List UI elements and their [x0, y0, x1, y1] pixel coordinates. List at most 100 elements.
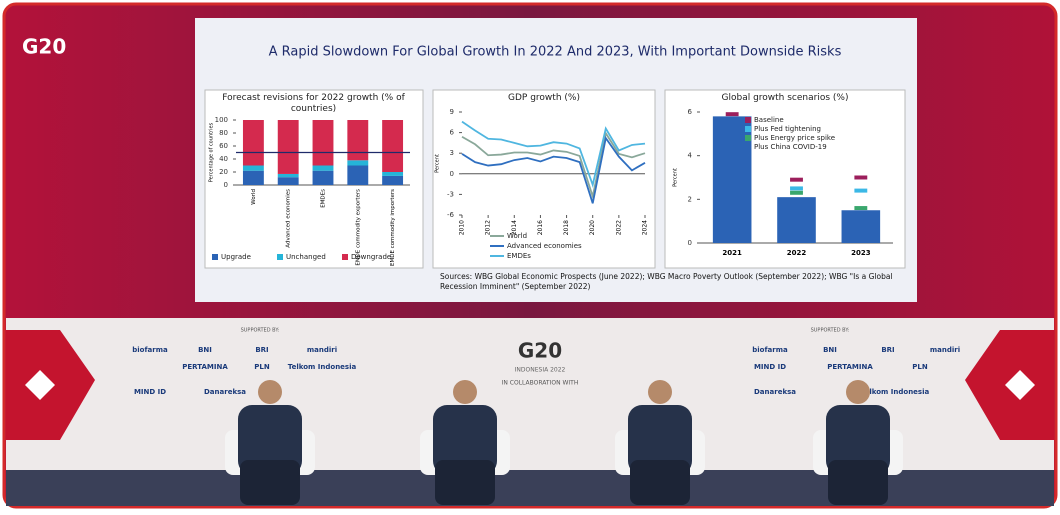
- sponsor-logo: MIND ID: [134, 388, 166, 396]
- center-logo-sub: INDONESIA 2022: [515, 367, 566, 374]
- x-tick-label: 2016: [537, 220, 544, 235]
- scenario-marker: [790, 186, 803, 190]
- title-box: Forecast revisions for 2022 growth (% of…: [211, 93, 416, 119]
- sponsor-logo: MIND ID: [754, 363, 786, 371]
- x-tick-label: EMDEs: [321, 189, 327, 208]
- legend-label: World: [507, 232, 527, 240]
- legend-label: Plus Energy price spike: [754, 134, 835, 142]
- y-tick-label: 40: [219, 155, 228, 163]
- y-tick-label: 3: [450, 149, 454, 157]
- legend-label: Upgrade: [221, 253, 251, 261]
- x-tick-label: 2021: [722, 249, 742, 257]
- scenario-marker: [790, 178, 803, 182]
- chart-title: Forecast revisions for 2022 growth (% of…: [211, 93, 416, 115]
- bar-segment: [243, 120, 264, 166]
- corner-logo: G20: [22, 35, 66, 59]
- y-tick-label: -6: [447, 211, 455, 219]
- legend-swatch: [212, 254, 218, 260]
- title-box: GDP growth (%): [439, 93, 649, 119]
- bar-segment: [278, 120, 299, 174]
- x-tick-label: 2012: [485, 220, 492, 235]
- label: IN COLLABORATION WITH: [502, 380, 579, 387]
- bar-segment: [382, 172, 403, 176]
- bar-segment: [278, 174, 299, 177]
- person-legs: [435, 460, 495, 505]
- y-tick-label: 4: [688, 152, 693, 160]
- y-axis-label: Percent: [673, 168, 679, 187]
- legend-swatch: [745, 144, 751, 150]
- sponsor-logo: PLN: [912, 363, 928, 371]
- sponsor-logo: mandiri: [307, 346, 337, 354]
- x-tick-label: 2018: [563, 220, 570, 235]
- bar-segment: [382, 176, 403, 185]
- sponsor-logo: biofarma: [752, 346, 788, 354]
- legend-label: Plus Fed tightening: [754, 125, 821, 133]
- legend-label: Baseline: [754, 116, 784, 124]
- person-head: [648, 380, 672, 404]
- sponsor-logo: BRI: [881, 346, 894, 354]
- chart-title: GDP growth (%): [439, 93, 649, 104]
- sponsor-logo: biofarma: [132, 346, 168, 354]
- stage: [6, 470, 1054, 506]
- y-tick-label: 0: [450, 170, 454, 178]
- sponsor-logo: BNI: [198, 346, 212, 354]
- scenario-marker: [854, 206, 867, 210]
- y-tick-label: 6: [450, 129, 455, 137]
- sponsor-logo: Telkom Indonesia: [861, 388, 930, 396]
- sources: Sources: WBG Global Economic Prospects (…: [440, 272, 910, 292]
- sponsor-logo: Danareksa: [754, 388, 796, 396]
- x-tick-label: 2022: [787, 249, 807, 257]
- legend-swatch: [277, 254, 283, 260]
- y-axis-label: Percent: [435, 154, 441, 173]
- sponsor-logo: PERTAMINA: [182, 363, 228, 371]
- legend-swatch: [342, 254, 348, 260]
- legend-label: EMDEs: [507, 252, 531, 260]
- y-tick-label: 20: [219, 168, 228, 176]
- person-legs: [240, 460, 300, 505]
- scenario-marker: [854, 189, 867, 193]
- slide-title: A Rapid Slowdown For Global Growth In 20…: [269, 45, 842, 60]
- person-head: [453, 380, 477, 404]
- bar-segment: [382, 120, 403, 172]
- bar-segment: [278, 177, 299, 185]
- scenario-marker: [854, 176, 867, 180]
- legend-swatch: [745, 126, 751, 132]
- person-head: [846, 380, 870, 404]
- sponsor-logo: BNI: [823, 346, 837, 354]
- person-legs: [828, 460, 888, 505]
- legend-swatch: [745, 135, 751, 141]
- person-head: [258, 380, 282, 404]
- y-tick-label: 80: [219, 129, 228, 137]
- y-tick-label: 9: [450, 108, 454, 116]
- y-tick-label: 0: [688, 239, 692, 247]
- y-tick-label: -3: [447, 190, 454, 198]
- sponsor-logo: PERTAMINA: [827, 363, 873, 371]
- y-axis-label: Percentage of countries: [209, 122, 215, 182]
- bar-segment: [347, 120, 368, 160]
- scenario-marker: [726, 112, 739, 116]
- photo: G20 A Rapid Slowdown For Global Growth I…: [0, 0, 1060, 511]
- x-tick-label: 2010: [459, 220, 466, 235]
- bar-segment: [313, 166, 334, 171]
- y-tick-label: 0: [224, 181, 228, 189]
- x-tick-label: 2020: [589, 220, 596, 235]
- sponsor-logo: mandiri: [930, 346, 960, 354]
- sources-box: Sources: WBG Global Economic Prospects (…: [440, 272, 910, 298]
- y-tick-label: 6: [688, 108, 693, 116]
- label: SUPPORTED BY:: [241, 328, 280, 334]
- y-tick-label: 60: [219, 142, 228, 150]
- legend-label: Unchanged: [286, 253, 326, 261]
- x-tick-label: 2024: [642, 220, 649, 235]
- bar-segment: [243, 166, 264, 171]
- label: SUPPORTED BY:: [811, 328, 850, 334]
- sponsor-logo: Telkom Indonesia: [288, 363, 357, 371]
- legend-label: Downgrade: [351, 253, 391, 261]
- bar-segment: [243, 171, 264, 185]
- title-box: Global growth scenarios (%): [671, 93, 899, 119]
- bar-segment: [347, 160, 368, 165]
- scenario-marker: [790, 191, 803, 195]
- sponsor-logo: PLN: [254, 363, 270, 371]
- page: {"slide":{"title":"A Rapid Slowdown For …: [0, 0, 1060, 515]
- person-legs: [630, 460, 690, 505]
- center-logo: G20: [518, 339, 562, 363]
